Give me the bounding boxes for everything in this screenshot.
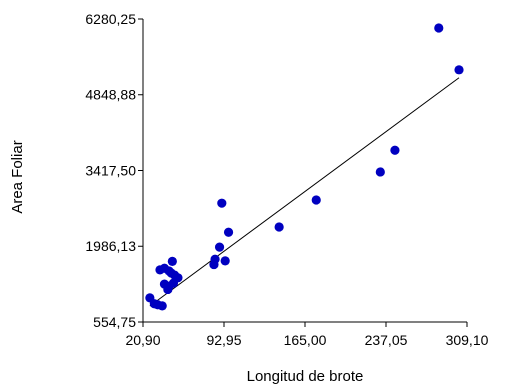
- y-tick-label: 6280,25: [85, 11, 136, 27]
- data-point: [163, 284, 173, 295]
- x-tick-label: 92,95: [206, 332, 241, 348]
- data-point: [454, 65, 464, 75]
- tick-labels: 20,90 92,95 165,00 237,05 309,10 554,75 1986,1…: [85, 11, 488, 348]
- data-point: [223, 227, 234, 237]
- axes: [138, 19, 467, 327]
- x-tick-label: 20,90: [125, 332, 160, 348]
- data-point: [375, 167, 385, 177]
- data-point: [167, 256, 177, 266]
- data-point: [390, 145, 400, 155]
- data-point: [274, 222, 284, 232]
- x-tick-label: 165,00: [284, 332, 327, 348]
- y-tick-label: 554,75: [93, 314, 136, 330]
- x-tick-label: 309,10: [446, 332, 489, 348]
- data-point: [311, 195, 321, 205]
- y-tick-label: 4848,88: [85, 87, 136, 103]
- y-tick-label: 3417,50: [85, 163, 136, 179]
- regression-line: [149, 77, 460, 307]
- y-tick-label: 1986,13: [85, 238, 136, 254]
- x-axis-title: Longitud de brote: [247, 368, 364, 385]
- data-point: [210, 254, 220, 264]
- x-tick-label: 237,05: [365, 332, 408, 348]
- data-point: [217, 198, 227, 208]
- data-point: [157, 301, 167, 311]
- data-points: [145, 23, 464, 311]
- data-point: [168, 278, 179, 288]
- y-axis-title: Area Foliar: [9, 140, 26, 213]
- ticks: [138, 18, 468, 327]
- data-point: [214, 242, 225, 252]
- data-point: [434, 23, 444, 33]
- data-point: [220, 256, 230, 266]
